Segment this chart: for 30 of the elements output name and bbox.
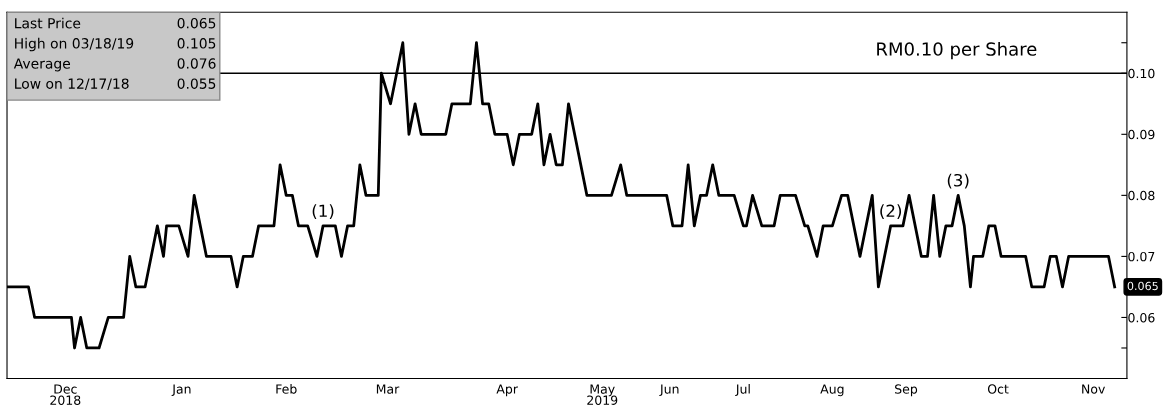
annotation: (3) xyxy=(947,173,969,189)
x-tick-label: May 2019 xyxy=(587,384,618,405)
annotation: (2) xyxy=(880,204,902,220)
ref-line-label: RM0.10 per Share xyxy=(877,41,1037,60)
annotation: 0.065 xyxy=(177,17,216,29)
annotation: Last Price xyxy=(15,17,81,29)
annotation: 0.065 xyxy=(1127,281,1158,291)
y-tick-label: 0.09 xyxy=(1128,129,1155,140)
x-tick-label: Jun xyxy=(659,384,679,397)
x-tick-label: Apr xyxy=(496,384,518,397)
y-tick-label: 0.08 xyxy=(1128,190,1155,201)
x-tick-label: Jan xyxy=(171,384,191,397)
x-tick-label: Mar xyxy=(376,384,400,394)
x-tick-label: Oct xyxy=(987,384,1009,394)
x-tick-label: Sep xyxy=(895,384,918,397)
y-tick-label: 0.07 xyxy=(1128,251,1155,262)
annotation: Average xyxy=(13,58,71,72)
annotation: 0.055 xyxy=(177,78,216,89)
x-tick-label: Feb xyxy=(276,384,297,394)
annotation: 0.076 xyxy=(177,58,216,69)
y-tick-label: 0.06 xyxy=(1128,312,1155,323)
annotation: 0.105 xyxy=(177,38,216,49)
x-tick-label: Dec 2018 xyxy=(50,384,81,405)
x-tick-label: Aug xyxy=(820,384,844,397)
annotation: (1) xyxy=(312,204,334,220)
x-tick-label: Nov xyxy=(1082,384,1105,394)
y-tick-label: 0.10 xyxy=(1128,68,1155,79)
annotation: High on 03/18/19 xyxy=(15,37,134,52)
annotation: Low on 12/17/18 xyxy=(15,78,129,90)
x-tick-label: Jul xyxy=(735,384,750,397)
